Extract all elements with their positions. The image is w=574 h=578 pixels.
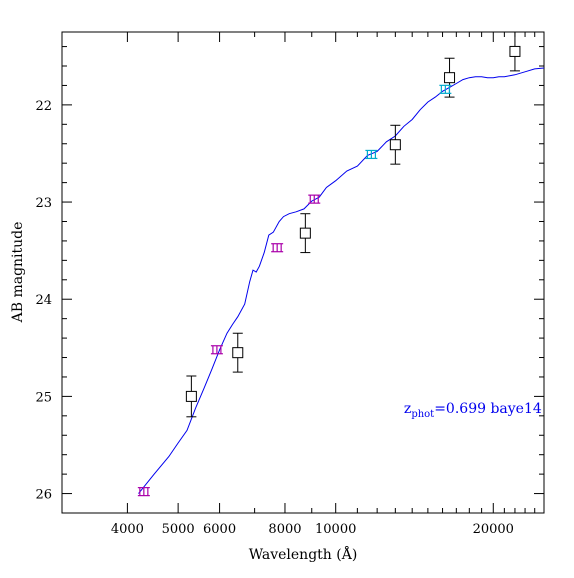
synthetic-point	[365, 149, 378, 160]
synthetic-point	[271, 243, 284, 253]
square-marker	[509, 45, 521, 57]
observed-point	[232, 332, 244, 373]
x-tick-label: 6000	[203, 522, 236, 537]
y-tick-label: 26	[35, 488, 52, 503]
x-tick-label: 4000	[111, 522, 144, 537]
synthetic-point	[308, 194, 321, 204]
square-marker	[232, 347, 244, 359]
x-tick-label: 5000	[162, 522, 195, 537]
synthetic-point	[210, 345, 223, 355]
observed-point	[389, 124, 401, 165]
x-tick-group: 4000 5000 6000 8000 10000 20000	[111, 32, 536, 537]
annotation-rest: =0.699 baye14	[434, 401, 542, 417]
observed-point	[509, 31, 521, 72]
redshift-annotation: zphot=0.699 baye14	[404, 401, 542, 420]
square-marker	[299, 227, 311, 239]
synthetic-point	[137, 487, 150, 497]
plot-frame	[61, 31, 545, 514]
x-tick-label: 10000	[315, 522, 356, 537]
square-marker	[389, 139, 401, 151]
model-sed-line	[138, 67, 544, 494]
points-layer	[137, 31, 521, 497]
x-axis-label: Wavelength (Å)	[249, 545, 358, 563]
y-tick-label: 25	[35, 390, 52, 405]
y-axis-label: AB magnitude	[10, 222, 26, 324]
y-tick-group: 22 23 24 25 26	[35, 46, 544, 503]
square-marker	[185, 390, 197, 402]
observed-point	[185, 375, 197, 418]
x-tick-label: 8000	[268, 522, 301, 537]
y-tick-label: 23	[35, 196, 52, 211]
x-tick-label: 20000	[473, 522, 514, 537]
y-tick-label: 22	[35, 99, 52, 114]
model-layer	[138, 67, 544, 494]
annotation-subscript: phot	[411, 409, 434, 420]
annotation-main: z	[404, 401, 411, 417]
observed-point	[299, 213, 311, 254]
synthetic-point	[439, 84, 452, 94]
square-marker	[444, 72, 456, 84]
y-tick-label: 24	[35, 293, 52, 308]
